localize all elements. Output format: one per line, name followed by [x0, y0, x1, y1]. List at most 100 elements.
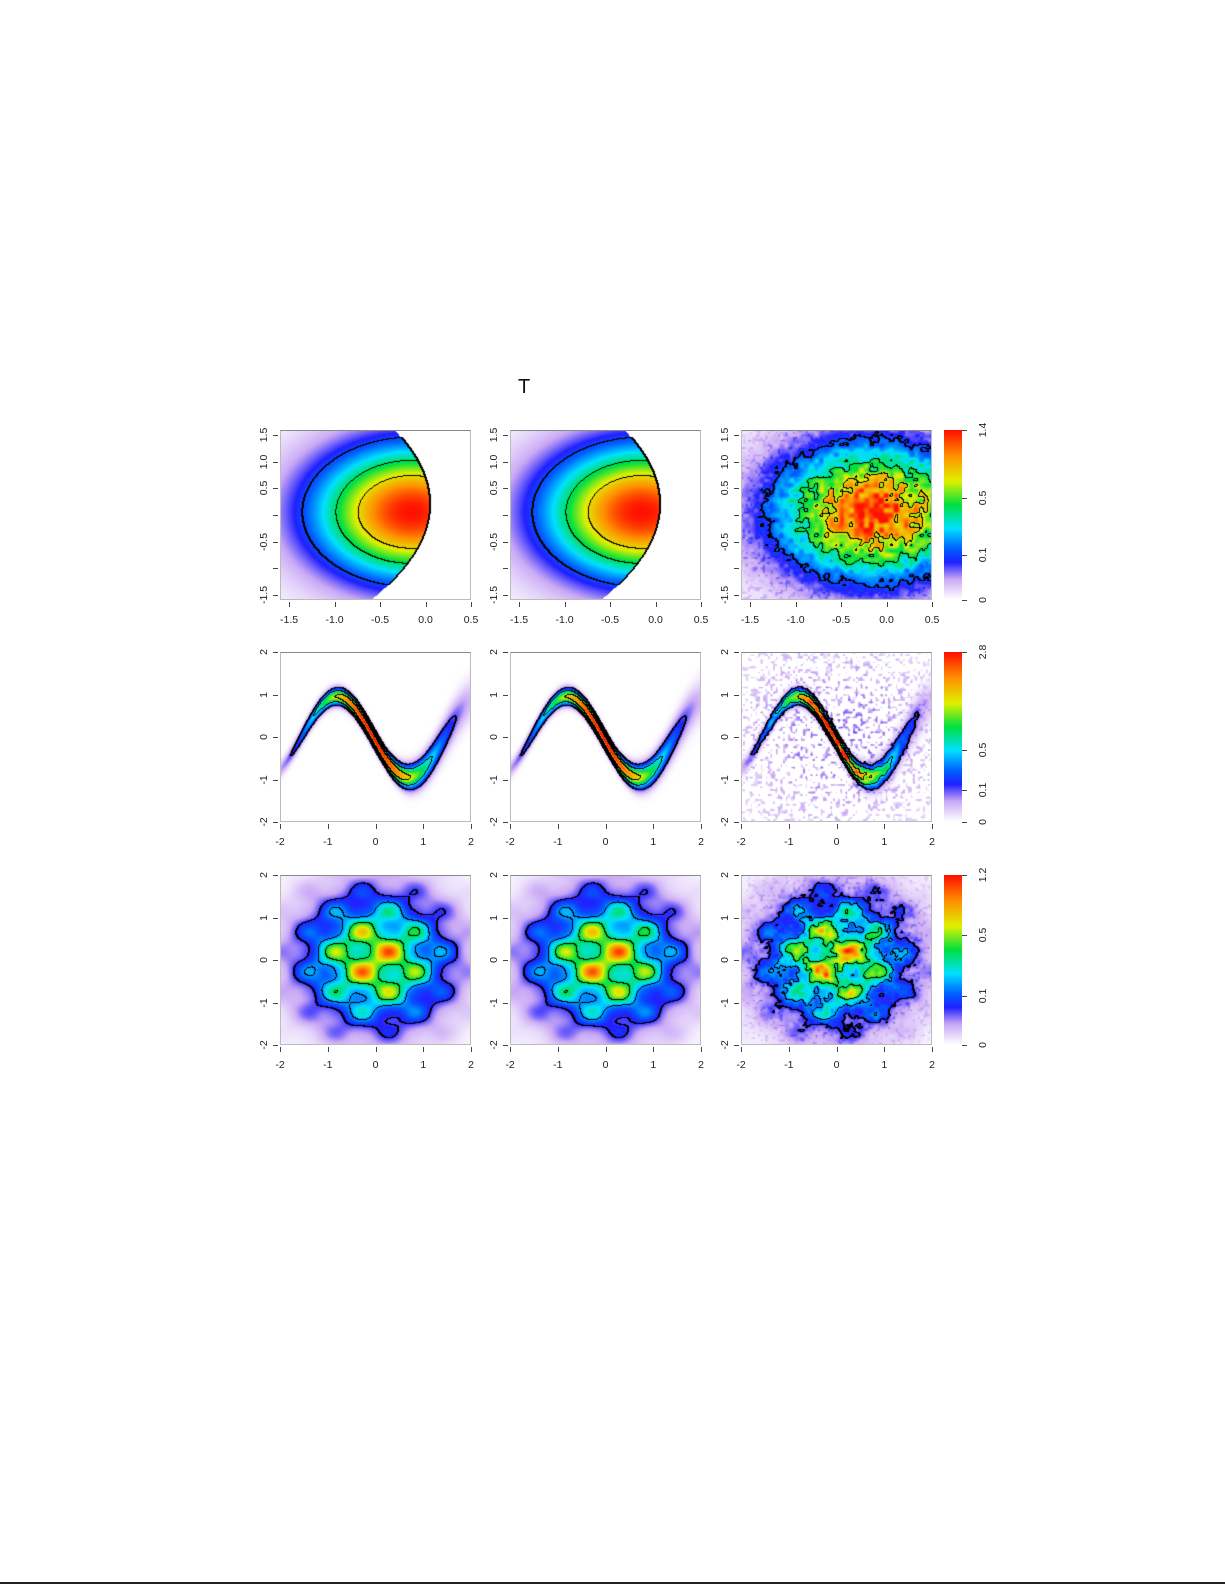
x-tick-mark [471, 824, 472, 829]
colorbar-tick [962, 1045, 967, 1046]
x-tick-mark [380, 602, 382, 607]
colorbar [944, 430, 962, 600]
heatmap-panel-r2c2: -2 -1 0 1 2 -2 -1 0 1 2 [488, 649, 704, 848]
density-image [280, 875, 471, 1045]
x-tick-label: -1 [553, 1059, 563, 1071]
y-tick-mark [503, 594, 508, 596]
x-tick-label: 2 [929, 1059, 935, 1071]
y-tick-mark [503, 917, 508, 919]
y-tick-label: 2 [719, 649, 731, 655]
x-tick-label: 2 [698, 836, 704, 848]
density-image [741, 652, 932, 822]
x-tick-mark [375, 824, 377, 829]
x-tick-mark [510, 824, 511, 829]
y-tick-label: -0.5 [258, 532, 270, 551]
y-tick-label: -1 [719, 997, 731, 1008]
x-tick-mark [836, 824, 838, 829]
y-tick-label: 1.0 [488, 454, 500, 470]
colorbar-tick [962, 822, 967, 823]
colorbar-tick-label: 0.1 [977, 988, 989, 1004]
y-tick-mark [734, 694, 739, 696]
y-tick-mark [734, 1045, 739, 1046]
x-tick-label: -0.5 [601, 614, 620, 626]
x-tick-label: 1 [650, 836, 657, 848]
y-tick-mark [503, 541, 508, 543]
x-tick-label: -2 [505, 836, 515, 848]
y-tick-label: -1 [488, 774, 500, 785]
y-tick-mark [734, 594, 739, 596]
y-tick-label: 1 [258, 691, 270, 698]
y-tick-label: 0.5 [258, 481, 270, 496]
y-tick-label: 1.5 [258, 428, 270, 443]
x-tick-mark [327, 824, 329, 829]
y-tick-mark [503, 461, 508, 463]
y-tick-label: 0 [488, 734, 500, 740]
x-tick-mark [327, 1047, 329, 1052]
y-tick-label: -2 [719, 1040, 731, 1050]
x-tick-mark [741, 1047, 742, 1052]
x-tick-label: 0 [372, 836, 379, 848]
x-tick-label: -1.5 [510, 614, 529, 626]
x-tick-mark [605, 824, 607, 829]
colorbar-tick [962, 600, 967, 601]
x-tick-label: 0.0 [418, 614, 433, 626]
x-tick-label: -1 [784, 1059, 794, 1071]
x-tick-mark [510, 1047, 511, 1052]
x-tick-mark [471, 602, 472, 607]
y-tick-mark [273, 515, 278, 516]
x-tick-mark [375, 1047, 377, 1052]
x-tick-label: 1 [420, 836, 427, 848]
density-image [510, 652, 701, 822]
x-tick-label: -1.0 [325, 614, 344, 626]
colorbar-tick [962, 430, 967, 431]
y-tick-label: -0.5 [719, 532, 731, 551]
y-tick-mark [503, 515, 508, 516]
y-tick-mark [273, 652, 278, 653]
y-tick-mark [503, 488, 508, 490]
x-tick-label: 0.0 [879, 614, 894, 626]
x-tick-label: -1.0 [555, 614, 574, 626]
density-image [510, 430, 701, 600]
y-tick-label: 0 [719, 957, 731, 963]
y-tick-label: 0 [258, 734, 270, 740]
y-tick-mark [273, 1002, 278, 1004]
y-tick-label: 2 [488, 872, 500, 878]
x-tick-mark [932, 824, 933, 829]
x-tick-mark [425, 602, 427, 607]
y-tick-mark [273, 875, 278, 876]
colorbar-tick-label: 0 [977, 819, 989, 825]
x-tick-mark [471, 1047, 472, 1052]
y-tick-label: -2 [258, 1040, 270, 1050]
y-tick-mark [273, 694, 278, 696]
x-tick-mark [519, 602, 521, 607]
y-tick-label: 2 [258, 872, 270, 878]
colorbar-tick-label: 0.5 [977, 742, 989, 758]
x-tick-mark [795, 602, 797, 607]
colorbar-tick-label: 0 [977, 597, 989, 603]
x-tick-mark [788, 1047, 790, 1052]
x-tick-label: 0.5 [693, 614, 709, 626]
density-image [741, 430, 932, 600]
x-tick-mark [701, 602, 702, 607]
x-tick-mark [334, 602, 336, 607]
x-tick-label: 0.0 [648, 614, 663, 626]
y-tick-mark [734, 779, 739, 781]
x-tick-mark [557, 824, 559, 829]
y-tick-label: 0 [258, 957, 270, 963]
colorbar [944, 875, 962, 1045]
y-tick-label: -1 [258, 774, 270, 785]
density-image [510, 875, 701, 1045]
x-tick-label: 2 [929, 836, 935, 848]
y-tick-mark [503, 435, 508, 437]
x-tick-label: -2 [275, 1059, 285, 1071]
y-tick-mark [734, 461, 739, 463]
y-tick-mark [503, 1045, 508, 1046]
colorbar-tick [962, 995, 967, 997]
y-tick-mark [503, 779, 508, 781]
heatmap-panel-r1c1: -1.5 -1.0 -0.5 0.0 0.5 -1.5 -0.5 0.5 1.0 1.5 [258, 428, 478, 626]
x-tick-mark [932, 1047, 933, 1052]
y-tick-label: 1 [488, 691, 500, 698]
x-tick-label: -0.5 [832, 614, 851, 626]
x-tick-label: 1 [881, 836, 888, 848]
x-tick-mark [653, 1047, 655, 1052]
